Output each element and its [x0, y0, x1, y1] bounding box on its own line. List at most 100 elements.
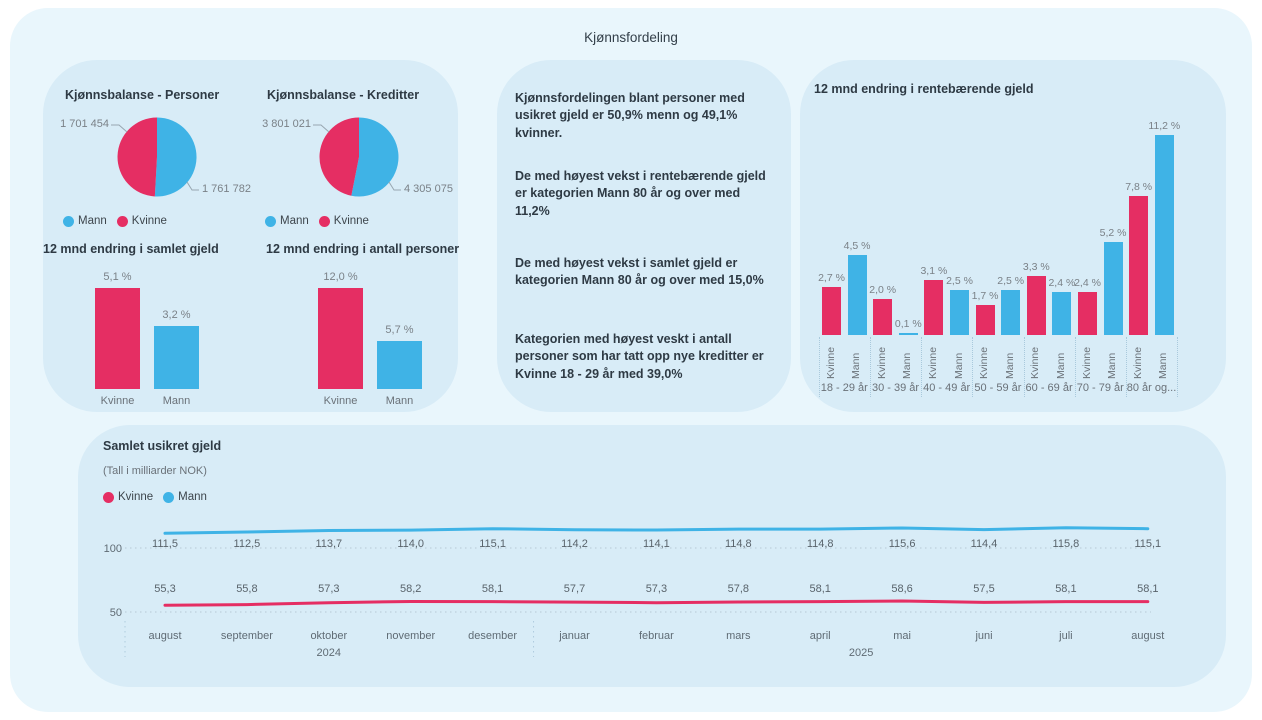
bar-mann-3[interactable] — [950, 290, 969, 335]
line-kvinne[interactable] — [163, 599, 1150, 607]
x-axis-year: 2025 — [849, 647, 873, 659]
pie-kreditter-kvinne-value: 3 801 021 — [262, 118, 311, 130]
bar-mann-2[interactable] — [898, 333, 918, 335]
bar-kvinne[interactable] — [95, 288, 140, 389]
insight-total-debt: De med høyest vekst i samlet gjeld er ka… — [515, 256, 764, 288]
age-bar-chart[interactable]: 2,7 % Kvinne 4,5 % Mann 18 - 29 år 2,0 % Kvinn… — [800, 60, 1226, 412]
series-label: Mann — [850, 352, 863, 379]
bar-kvinne-7[interactable] — [1129, 196, 1149, 335]
pie-slice-mann[interactable] — [351, 117, 399, 197]
bar-mann-1[interactable] — [847, 255, 867, 335]
value-label: 11,2 % — [1148, 120, 1181, 132]
bar-mann-6[interactable] — [1103, 242, 1123, 335]
y-axis-tick: 50 — [110, 607, 122, 619]
kvinne-value-label: 58,6 — [891, 583, 912, 595]
line-chart-legend: Kvinne Mann — [103, 491, 207, 503]
mann-value-label: 112,5 — [234, 538, 261, 550]
pie-slice-kvinne[interactable] — [117, 117, 157, 197]
debt-line-chart[interactable]: 100 50 111,5 55,3 august 112,5 55,8 september 11… — [78, 425, 1226, 687]
x-axis-month: februar — [639, 630, 674, 642]
pie-personer-figure[interactable] — [51, 74, 256, 244]
y-axis-tick: 100 — [104, 543, 122, 555]
group-separator — [972, 337, 974, 397]
pie-chart-personer: Kjønnsbalanse - Personer 1 701 454 1 761… — [51, 74, 256, 244]
legend-item-mann[interactable]: Mann — [265, 215, 309, 227]
mann-dot-icon — [265, 215, 276, 227]
line-mann[interactable] — [163, 526, 1150, 535]
group-separator — [921, 337, 923, 397]
category-label: 40 - 49 år — [923, 382, 971, 394]
pie-kreditter-figure[interactable] — [253, 74, 458, 244]
bar-kvinne-5[interactable] — [1026, 276, 1046, 335]
bar-kvinne-2[interactable] — [873, 299, 893, 335]
bar-mann-5[interactable] — [1052, 292, 1072, 335]
value-label: 5,1 % — [103, 271, 132, 283]
page-title: Kjønnsfordeling — [584, 30, 678, 45]
bar-kvinne-6[interactable] — [1078, 292, 1097, 335]
value-label: 3,3 % — [1022, 261, 1050, 273]
bar-mann-7[interactable] — [1154, 135, 1174, 335]
bar-kvinne-3[interactable] — [924, 280, 944, 335]
bar-chart-title: 12 mnd endring i antall personer — [266, 242, 460, 256]
category-label: 30 - 39 år — [871, 382, 920, 394]
value-label: 5,7 % — [385, 324, 414, 336]
line-chart-title: Samlet usikret gjeld — [103, 439, 222, 453]
series-label: Kvinne — [1029, 346, 1042, 379]
mann-dot-icon — [63, 215, 74, 227]
insight-interest-debt: De med høyest vekst i rentebærende gjeld… — [515, 169, 766, 218]
mann-value-label: 115,8 — [1053, 538, 1080, 550]
bar-mann-4[interactable] — [1001, 290, 1021, 335]
series-label: Mann — [952, 352, 965, 379]
kvinne-value-label: 58,1 — [1055, 583, 1076, 595]
value-label: 1,7 % — [971, 290, 999, 302]
group-separator — [1023, 337, 1025, 397]
x-axis-month: april — [810, 630, 831, 642]
gender-balance-panel: Kjønnsbalanse - Personer 1 701 454 1 761… — [43, 60, 459, 412]
mann-value-label: 114,2 — [561, 538, 588, 550]
pie-slice-kvinne[interactable] — [319, 117, 359, 196]
legend-label: Kvinne — [131, 215, 167, 227]
insight-gender-split: Kjønnsfordelingen blant personer med usi… — [515, 91, 745, 140]
pie-kreditter-title: Kjønnsbalanse - Kreditter — [267, 88, 420, 102]
callout-line — [186, 181, 199, 191]
kvinne-value-label: 57,7 — [564, 583, 585, 595]
legend-item-mann[interactable]: Mann — [163, 491, 207, 503]
legend-item-kvinne[interactable]: Kvinne — [103, 491, 153, 503]
bar-chart-title: 12 mnd endring i samlet gjeld — [43, 242, 219, 256]
series-label: Mann — [1054, 352, 1067, 379]
value-label: 0,1 % — [894, 318, 922, 330]
series-label: Kvinne — [1080, 346, 1093, 379]
bar-mann[interactable] — [154, 326, 199, 389]
legend-item-kvinne[interactable]: Kvinne — [318, 215, 369, 227]
mann-value-label: 114,1 — [643, 538, 670, 550]
category-label: Kvinne — [323, 395, 358, 407]
category-label: 80 år og... — [1126, 382, 1177, 394]
pie-slice-mann[interactable] — [154, 117, 197, 197]
bar-kvinne-1[interactable] — [822, 287, 841, 335]
legend-label: Mann — [78, 215, 107, 227]
mann-value-label: 114,0 — [397, 538, 424, 550]
bar-chart-antall-personer[interactable]: 12 mnd endring i antall personer 12,0 % K… — [266, 242, 471, 410]
legend-item-mann[interactable]: Mann — [63, 215, 107, 227]
kvinne-value-label: 57,5 — [973, 583, 994, 595]
series-label: Kvinne — [824, 346, 837, 379]
kvinne-value-label: 55,3 — [154, 583, 175, 595]
x-axis-month: august — [1131, 630, 1164, 642]
group-separator — [1074, 337, 1076, 397]
x-axis-month: oktober — [310, 630, 347, 642]
bar-mann[interactable] — [377, 341, 422, 389]
bar-kvinne-4[interactable] — [975, 305, 995, 335]
bar-kvinne[interactable] — [318, 288, 363, 389]
value-label: 2,5 % — [997, 275, 1025, 287]
mann-value-label: 113,7 — [315, 538, 342, 550]
insights-panel: Kjønnsfordelingen blant personer med usi… — [497, 60, 791, 412]
x-axis-month: desember — [468, 630, 517, 642]
bar-chart-samlet-gjeld[interactable]: 12 mnd endring i samlet gjeld 5,1 % Kvinn… — [43, 242, 248, 410]
pie-personer-mann-value: 1 761 782 — [202, 183, 251, 195]
pie-personer-legend: Mann Kvinne — [63, 215, 167, 227]
value-label: 2,7 % — [818, 272, 845, 284]
group-separator — [1125, 337, 1127, 397]
legend-item-kvinne[interactable]: Kvinne — [116, 215, 167, 227]
mann-value-label: 114,8 — [807, 538, 834, 550]
